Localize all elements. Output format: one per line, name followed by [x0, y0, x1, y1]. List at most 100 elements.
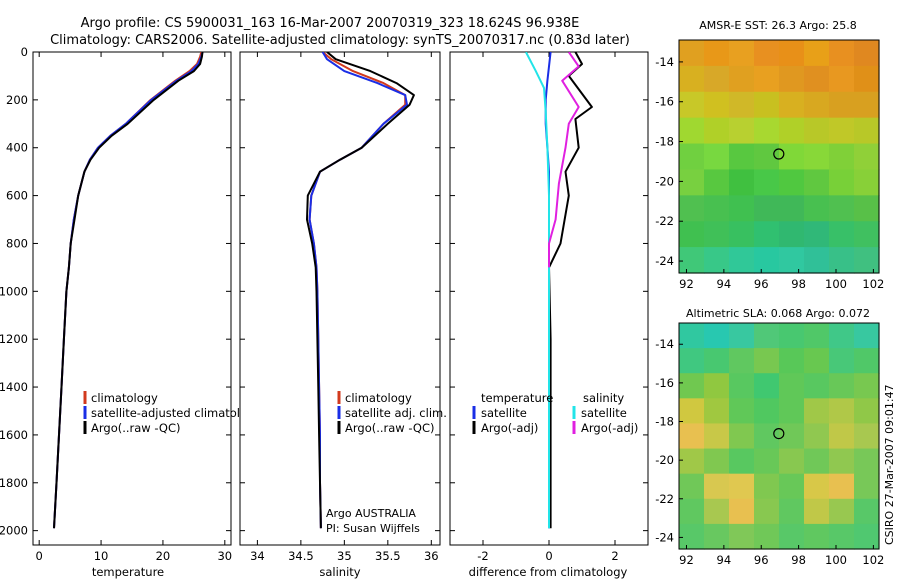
sst-map-image [679, 40, 880, 274]
figure-title-line1: Argo profile: CS 5900031_163 16-Mar-2007… [81, 16, 580, 31]
difference-panel: -2 0 2 difference from climatology tempera… [449, 51, 649, 579]
map-cell [754, 423, 780, 450]
salinity-y-tickmarks [240, 51, 440, 532]
map-cell [704, 40, 730, 67]
y-tick-label: 1600 [0, 428, 28, 442]
map-cell [754, 91, 780, 119]
map-cell [729, 448, 755, 475]
x-tick-label: 0 [36, 549, 43, 563]
temperature-profile-lines [53, 52, 204, 529]
map-cell [679, 91, 705, 119]
map-cell [754, 65, 780, 93]
difference-profile-lines [525, 52, 593, 529]
legend-label-argo: Argo(..raw -QC) [345, 421, 435, 435]
map-cell [779, 523, 805, 550]
series-line-argo-raw-qc [306, 52, 415, 529]
lon-tick-label: 94 [717, 553, 732, 567]
difference-y-tickmarks [450, 51, 648, 532]
map-cell [779, 247, 805, 274]
map-cell [854, 169, 880, 196]
map-cell [704, 348, 730, 374]
map-cell [729, 40, 755, 67]
legend-label-sal-satellite: satellite [581, 406, 627, 420]
argo-position-marker [773, 428, 785, 440]
map-cell [729, 473, 755, 500]
map-cell [779, 373, 805, 399]
legend-label-climatology: climatology [345, 391, 412, 405]
map-cell [804, 523, 830, 550]
lat-tick-label: -18 [655, 415, 674, 429]
x-tick-label: 0 [545, 549, 552, 563]
map-cell [754, 323, 780, 349]
map-cell [779, 498, 805, 525]
map-cell [854, 40, 880, 67]
map-cell [854, 448, 880, 475]
map-cell [704, 91, 730, 119]
legend-label-climatology: climatology [91, 391, 158, 405]
map-cell [704, 398, 730, 425]
map-cell [704, 423, 730, 450]
map-cell [829, 40, 855, 67]
x-tick-label: 10 [94, 549, 109, 563]
lon-tick-label: 92 [679, 277, 694, 291]
x-tick-label: 36 [424, 549, 439, 563]
map-cell [804, 143, 830, 171]
sla-map-image [679, 323, 880, 550]
y-tick-label: 600 [6, 189, 28, 203]
map-cell [704, 117, 730, 145]
map-cell [804, 169, 830, 196]
map-cell [804, 423, 830, 450]
map-cell [829, 117, 855, 145]
map-cell [729, 373, 755, 399]
map-cell [854, 91, 880, 119]
legend-label-satellite: satellite adj. clim. [345, 406, 447, 420]
map-cell [854, 498, 880, 525]
map-cell [729, 65, 755, 93]
map-cell [729, 498, 755, 525]
map-cell [829, 498, 855, 525]
map-cell [804, 448, 830, 475]
temperature-axes-frame [32, 51, 232, 546]
pi-label: PI: Susan Wijffels [326, 522, 420, 535]
map-cell [854, 195, 880, 222]
map-cell [704, 373, 730, 399]
lat-tick-label: -16 [655, 376, 674, 390]
temperature-legend: climatology satellite-adjusted climatolo… [83, 391, 261, 435]
map-cell [679, 473, 705, 500]
map-cell [729, 247, 755, 274]
map-cell [804, 348, 830, 374]
map-cell [779, 398, 805, 425]
map-cell [804, 398, 830, 425]
map-cell [804, 247, 830, 274]
lat-tick-label: -20 [655, 453, 674, 467]
map-cell [679, 498, 705, 525]
x-tick-label: 35.5 [375, 549, 401, 563]
map-cell [704, 323, 730, 349]
map-cell [679, 423, 705, 450]
map-cell [804, 498, 830, 525]
lat-tick-label: -24 [655, 254, 674, 268]
lon-tick-label: 98 [791, 277, 806, 291]
map-cell [829, 523, 855, 550]
map-cell [804, 117, 830, 145]
temperature-x-label: temperature [92, 565, 164, 579]
lon-tick-label: 100 [825, 553, 847, 567]
map-cell [729, 323, 755, 349]
map-cell [829, 195, 855, 222]
lat-tick-label: -14 [655, 337, 674, 351]
map-cell [754, 143, 780, 171]
lat-tick-label: -14 [655, 55, 674, 69]
map-cell [804, 473, 830, 500]
sla-map-frame [678, 322, 880, 550]
map-cell [679, 117, 705, 145]
map-cell [829, 348, 855, 374]
map-cell [779, 221, 805, 248]
credit-label: CSIRO 27-Mar-2007 09:01:47 [883, 384, 896, 545]
map-cell [679, 373, 705, 399]
x-tick-label: 2 [611, 549, 618, 563]
map-cell [754, 40, 780, 67]
map-cell [829, 473, 855, 500]
map-cell [804, 40, 830, 67]
map-cell [779, 195, 805, 222]
